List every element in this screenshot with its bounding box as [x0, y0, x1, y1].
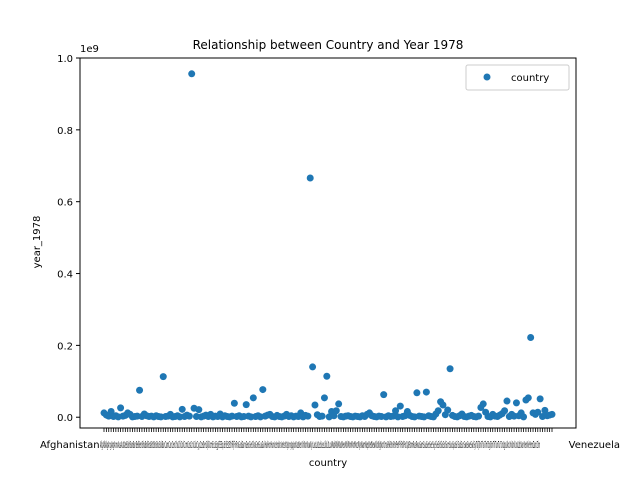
y-tick-label: 0.0	[57, 413, 73, 424]
data-point	[178, 405, 186, 413]
y-tick-label: 1.0	[57, 54, 73, 65]
data-point	[230, 399, 238, 407]
data-point	[536, 395, 544, 403]
data-point	[242, 401, 250, 409]
data-point	[117, 404, 125, 412]
data-point	[309, 363, 317, 371]
data-point	[475, 412, 483, 420]
y-tick-label: 0.8	[57, 126, 73, 137]
data-point	[320, 394, 328, 402]
data-point	[413, 389, 421, 397]
data-point	[335, 400, 343, 408]
data-point	[380, 391, 388, 399]
data-point	[188, 70, 196, 78]
data-point	[524, 394, 532, 402]
data-point	[503, 397, 511, 405]
data-point	[512, 399, 520, 407]
data-point	[323, 372, 331, 380]
data-point	[548, 410, 556, 418]
data-point	[534, 408, 542, 416]
x-tick-label-last: Venezuela	[569, 440, 620, 451]
data-point	[501, 407, 509, 415]
data-point	[318, 412, 326, 420]
data-point	[136, 386, 144, 394]
data-point	[446, 365, 454, 373]
y-multiplier-label: 1e9	[80, 44, 99, 55]
data-point	[392, 407, 400, 415]
data-point	[185, 412, 193, 420]
data-point	[422, 388, 430, 396]
data-point	[332, 407, 340, 415]
data-point	[527, 333, 535, 341]
data-point	[520, 413, 528, 421]
legend: country	[465, 64, 570, 91]
legend-marker	[483, 73, 491, 81]
data-point	[396, 402, 404, 410]
data-point	[259, 386, 267, 394]
data-point	[444, 406, 452, 414]
y-tick-group: 0.0 0.2 0.4 0.6 0.8 1.0	[57, 54, 80, 424]
y-axis-label: year_1978	[32, 216, 43, 269]
data-point	[249, 394, 257, 402]
x-axis-label: country	[309, 458, 347, 469]
x-tick-label-first: Afghanistan	[40, 440, 100, 451]
data-point	[541, 406, 549, 414]
y-tick-label: 0.4	[57, 270, 73, 281]
data-point	[479, 400, 487, 408]
y-tick-label: 0.6	[57, 198, 73, 209]
data-point	[311, 401, 319, 409]
data-points	[100, 70, 556, 421]
data-point	[434, 407, 442, 415]
data-point	[195, 406, 203, 414]
legend-label: country	[511, 73, 549, 84]
chart-title: Relationship between Country and Year 19…	[193, 38, 464, 52]
y-axis: 0.0 0.2 0.4 0.6 0.8 1.0 1e9 year_1978	[32, 44, 99, 424]
y-tick-label: 0.2	[57, 341, 73, 352]
data-point	[306, 174, 314, 182]
x-tick-labels-overlapping: AfgAlbAlgAngArgArmAusAutAzeBahBanBarBelB…	[100, 440, 540, 451]
x-tick-group: AfgAlbAlgAngArgArmAusAutAzeBahBanBarBelB…	[100, 428, 553, 451]
data-point	[439, 401, 447, 409]
plot-area	[100, 70, 556, 421]
plot-frame	[79, 57, 577, 429]
legend-box	[465, 64, 570, 91]
data-point	[159, 373, 167, 381]
x-axis: AfgAlbAlgAngArgArmAusAutAzeBahBanBarBelB…	[40, 428, 620, 469]
data-point	[304, 412, 312, 420]
